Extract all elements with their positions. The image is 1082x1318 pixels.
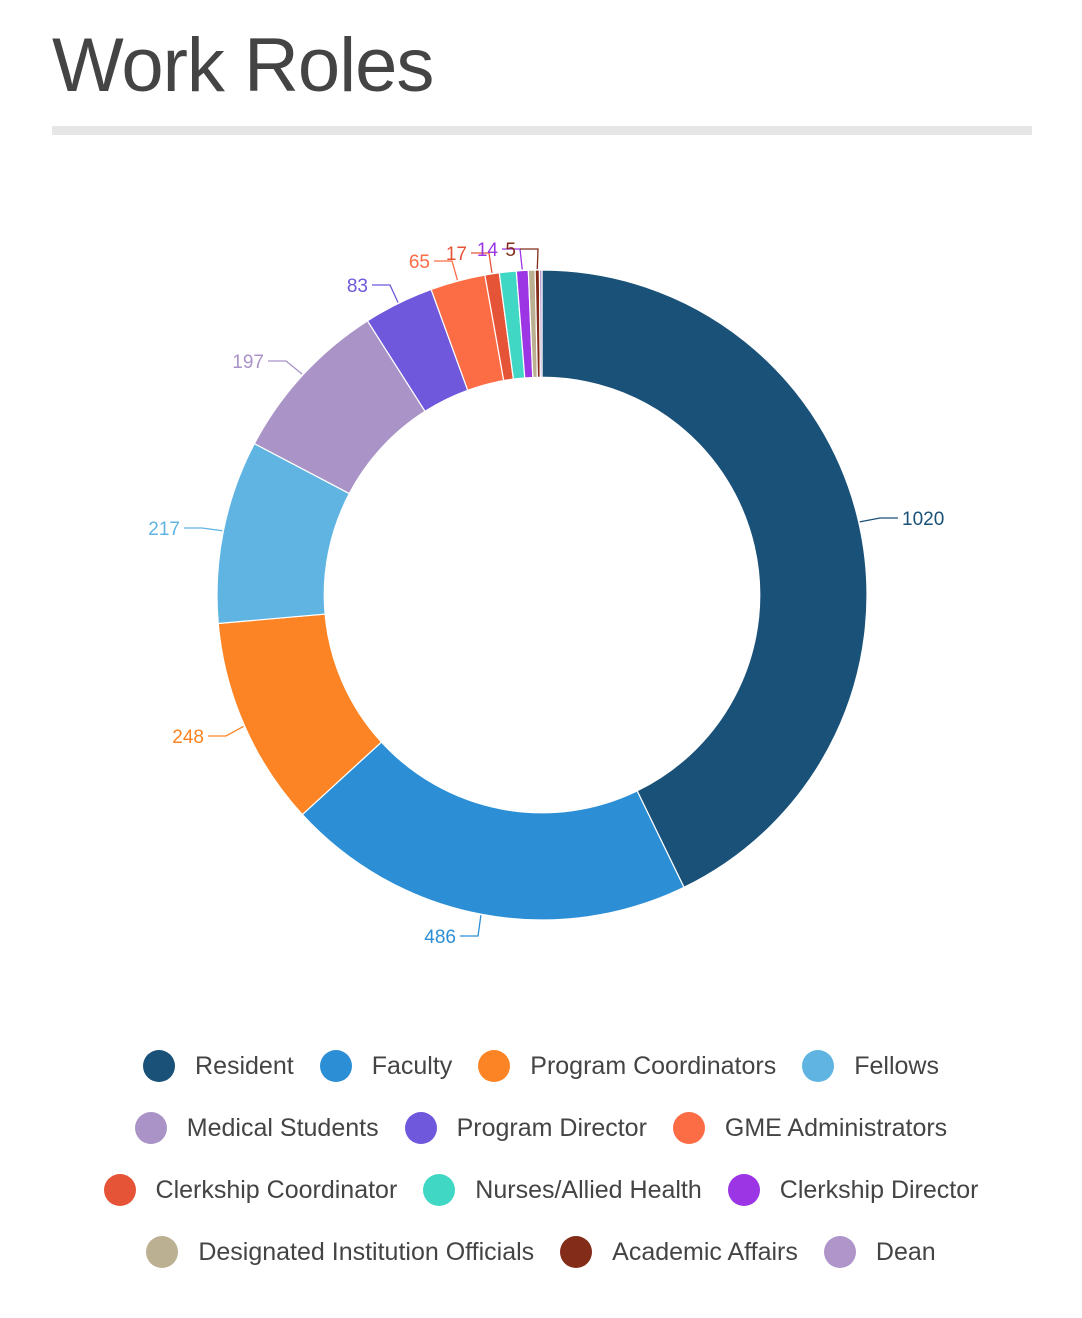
leader-clerkship-coordinator xyxy=(471,252,493,273)
legend-item-academic-affairs[interactable]: Academic Affairs xyxy=(560,1236,798,1268)
leader-resident xyxy=(859,517,898,523)
legend-label: Nurses/Allied Health xyxy=(475,1175,702,1204)
legend-item-resident[interactable]: Resident xyxy=(143,1050,294,1082)
legend-item-program-coordinators[interactable]: Program Coordinators xyxy=(478,1050,776,1082)
leader-medical-students xyxy=(268,360,303,375)
data-label-fellows: 217 xyxy=(148,519,180,540)
legend-label: Program Coordinators xyxy=(530,1051,777,1080)
legend-swatch xyxy=(672,1112,705,1144)
data-labels: 1020 486 248 217 197 83 65 17 14 5 xyxy=(148,240,944,948)
leader-faculty xyxy=(460,915,482,937)
donut-chart: 1020 486 248 217 197 83 65 17 14 5 xyxy=(148,240,944,948)
legend-label: Dean xyxy=(875,1237,936,1266)
legend-label: Fellows xyxy=(854,1051,939,1080)
slice-dean xyxy=(538,269,543,378)
legend-label: Resident xyxy=(195,1051,294,1080)
legend-label: Medical Students xyxy=(186,1113,379,1142)
leader-program-coordinators xyxy=(208,725,244,737)
legend-label: Academic Affairs xyxy=(612,1237,798,1266)
leader-program-director xyxy=(372,284,399,303)
legend-item-dean[interactable]: Dean xyxy=(823,1236,936,1268)
data-label-gme-administrators: 65 xyxy=(409,252,430,273)
legend-swatch xyxy=(103,1174,136,1206)
leader-gme-administrators xyxy=(434,260,459,281)
legend-item-faculty[interactable]: Faculty xyxy=(319,1050,453,1082)
data-label-program-coordinators: 248 xyxy=(172,727,204,748)
legend-label: Program Director xyxy=(456,1113,647,1142)
data-label-academic-affairs: 5 xyxy=(505,240,516,261)
legend-label: Clerkship Coordinator xyxy=(155,1175,398,1204)
legend-row-2: Medical Students Program Director GME Admi… xyxy=(0,1112,1082,1144)
legend-swatch xyxy=(143,1050,176,1082)
slice-resident xyxy=(541,269,868,889)
donut-slices xyxy=(216,269,868,921)
legend-swatch xyxy=(423,1174,456,1206)
legend-swatch xyxy=(802,1050,835,1082)
chart-title: Work Roles xyxy=(52,23,434,108)
legend-row-4: Designated Institution Officials Academic… xyxy=(0,1236,1082,1268)
legend-item-gme-administrators[interactable]: GME Administrators xyxy=(672,1112,948,1144)
legend-label: Designated Institution Officials xyxy=(198,1237,535,1266)
legend-row-1: Resident Faculty Program Coordinators Fello… xyxy=(0,1050,1082,1082)
legend-item-fellows[interactable]: Fellows xyxy=(802,1050,939,1082)
data-label-faculty: 486 xyxy=(424,927,456,948)
legend-label: Clerkship Director xyxy=(779,1175,979,1204)
legend-row-3: Clerkship Coordinator Nurses/Allied Healt… xyxy=(0,1174,1082,1206)
data-label-medical-students: 197 xyxy=(232,352,264,373)
label-leaders xyxy=(184,248,898,937)
data-label-program-director: 83 xyxy=(347,276,368,297)
legend-swatch xyxy=(134,1112,167,1144)
legend-label: Faculty xyxy=(371,1051,453,1080)
leader-fellows xyxy=(184,527,223,532)
legend-swatch xyxy=(727,1174,760,1206)
slice-faculty xyxy=(301,741,685,921)
legend-swatch xyxy=(319,1050,352,1082)
data-label-clerkship-coordinator: 17 xyxy=(446,244,467,265)
legend-swatch xyxy=(560,1236,593,1268)
title-divider xyxy=(52,126,1032,135)
leader-academic-affairs xyxy=(520,248,539,270)
legend-item-designated-institution-officials[interactable]: Designated Institution Officials xyxy=(146,1236,534,1268)
legend-item-clerkship-director[interactable]: Clerkship Director xyxy=(727,1174,979,1206)
legend-label: GME Administrators xyxy=(724,1113,948,1142)
legend-swatch xyxy=(478,1050,511,1082)
legend-swatch xyxy=(823,1236,856,1268)
data-label-resident: 1020 xyxy=(902,509,944,530)
legend-item-clerkship-coordinator[interactable]: Clerkship Coordinator xyxy=(103,1174,398,1206)
legend-swatch xyxy=(146,1236,179,1268)
legend-item-nurses-allied-health[interactable]: Nurses/Allied Health xyxy=(423,1174,702,1206)
data-label-clerkship-director: 14 xyxy=(477,240,499,261)
legend-swatch xyxy=(404,1112,437,1144)
legend-item-program-director[interactable]: Program Director xyxy=(404,1112,647,1144)
legend-item-medical-students[interactable]: Medical Students xyxy=(134,1112,379,1144)
